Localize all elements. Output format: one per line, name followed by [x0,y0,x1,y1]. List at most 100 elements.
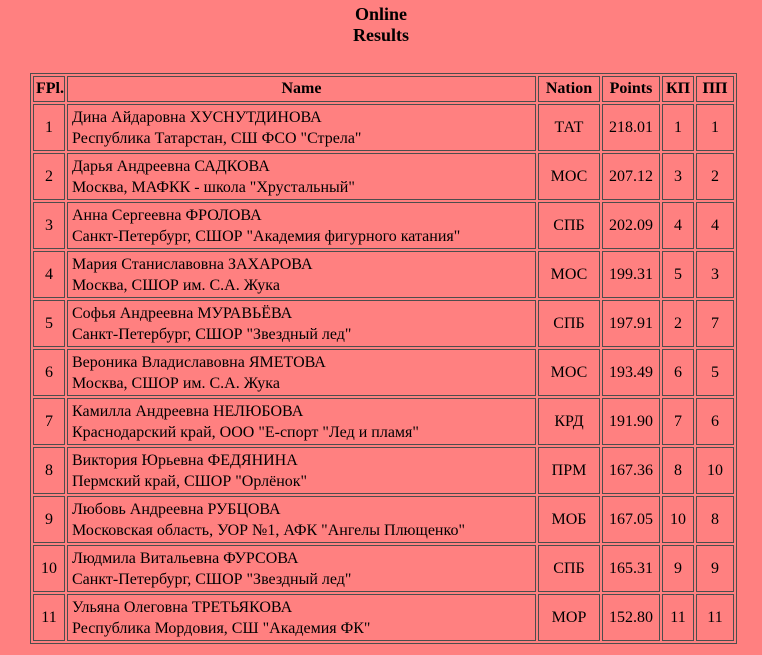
nation-cell: МОС [538,251,600,298]
points-cell: 167.36 [602,447,660,494]
skater-club: Краснодарский край, ООО "Е-спорт "Лед и … [72,423,419,441]
nation-cell: СПБ [538,202,600,249]
nation-cell: ТАТ [538,104,600,151]
col-header-kp: КП [662,76,694,102]
nation-cell: МОР [538,594,600,641]
skater-name: Виктория Юрьевна ФЕДЯНИНА [72,451,298,469]
table-row: 6 Вероника Владиславовна ЯМЕТОВА Москва,… [33,349,734,396]
pp-cell: 2 [696,153,734,200]
points-cell: 165.31 [602,545,660,592]
kp-cell: 1 [662,104,694,151]
col-header-pp: ПП [696,76,734,102]
pp-cell: 7 [696,300,734,347]
kp-cell: 11 [662,594,694,641]
rank-cell: 8 [33,447,65,494]
points-cell: 218.01 [602,104,660,151]
skater-club: Московская область, УОР №1, АФК "Ангелы … [72,521,465,539]
name-cell: Людмила Витальевна ФУРСОВА Санкт-Петербу… [67,545,536,592]
pp-cell: 4 [696,202,734,249]
pp-cell: 8 [696,496,734,543]
page-title: Online Results [0,0,762,46]
name-cell: Софья Андреевна МУРАВЬЁВА Санкт-Петербур… [67,300,536,347]
points-cell: 207.12 [602,153,660,200]
kp-cell: 5 [662,251,694,298]
kp-cell: 6 [662,349,694,396]
table-header-row: FPl. Name Nation Points КП ПП [33,76,734,102]
table-row: 2 Дарья Андреевна САДКОВА Москва, МАФКК … [33,153,734,200]
skater-club: Республика Татарстан, СШ ФСО "Стрела" [72,129,362,147]
skater-club: Москва, СШОР им. С.А. Жука [72,374,280,392]
name-cell: Дина Айдаровна ХУСНУТДИНОВА Республика Т… [67,104,536,151]
table-row: 4 Мария Станиславовна ЗАХАРОВА Москва, С… [33,251,734,298]
skater-name: Любовь Андреевна РУБЦОВА [72,500,281,518]
rank-cell: 1 [33,104,65,151]
skater-name: Ульяна Олеговна ТРЕТЬЯКОВА [72,598,293,616]
col-header-fpl: FPl. [33,76,65,102]
skater-name: Камилла Андреевна НЕЛЮБОВА [72,402,304,420]
kp-cell: 3 [662,153,694,200]
nation-cell: МОС [538,153,600,200]
skater-club: Санкт-Петербург, СШОР "Звездный лед" [72,325,352,343]
kp-cell: 7 [662,398,694,445]
points-cell: 199.31 [602,251,660,298]
kp-cell: 9 [662,545,694,592]
pp-cell: 1 [696,104,734,151]
nation-cell: ПРМ [538,447,600,494]
skater-name: Дарья Андреевна САДКОВА [72,157,270,175]
skater-name: Людмила Витальевна ФУРСОВА [72,549,299,567]
nation-cell: КРД [538,398,600,445]
nation-cell: СПБ [538,300,600,347]
table-row: 10 Людмила Витальевна ФУРСОВА Санкт-Пете… [33,545,734,592]
kp-cell: 2 [662,300,694,347]
rank-cell: 5 [33,300,65,347]
points-cell: 167.05 [602,496,660,543]
name-cell: Дарья Андреевна САДКОВА Москва, МАФКК - … [67,153,536,200]
table-row: 1 Дина Айдаровна ХУСНУТДИНОВА Республика… [33,104,734,151]
pp-cell: 10 [696,447,734,494]
points-cell: 193.49 [602,349,660,396]
pp-cell: 9 [696,545,734,592]
skater-club: Пермский край, СШОР "Орлёнок" [72,472,308,490]
name-cell: Камилла Андреевна НЕЛЮБОВА Краснодарский… [67,398,536,445]
name-cell: Виктория Юрьевна ФЕДЯНИНА Пермский край,… [67,447,536,494]
rank-cell: 6 [33,349,65,396]
table-row: 9 Любовь Андреевна РУБЦОВА Московская об… [33,496,734,543]
skater-name: Вероника Владиславовна ЯМЕТОВА [72,353,326,371]
name-cell: Анна Сергеевна ФРОЛОВА Санкт-Петербург, … [67,202,536,249]
points-cell: 191.90 [602,398,660,445]
kp-cell: 10 [662,496,694,543]
skater-name: Мария Станиславовна ЗАХАРОВА [72,255,313,273]
skater-club: Республика Мордовия, СШ "Академия ФК" [72,619,371,637]
nation-cell: МОС [538,349,600,396]
table-row: 3 Анна Сергеевна ФРОЛОВА Санкт-Петербург… [33,202,734,249]
rank-cell: 4 [33,251,65,298]
pp-cell: 3 [696,251,734,298]
table-row: 8 Виктория Юрьевна ФЕДЯНИНА Пермский кра… [33,447,734,494]
skater-club: Санкт-Петербург, СШОР "Звездный лед" [72,570,352,588]
name-cell: Ульяна Олеговна ТРЕТЬЯКОВА Республика Мо… [67,594,536,641]
points-cell: 202.09 [602,202,660,249]
skater-club: Санкт-Петербург, СШОР "Академия фигурног… [72,227,461,245]
rank-cell: 9 [33,496,65,543]
name-cell: Мария Станиславовна ЗАХАРОВА Москва, СШО… [67,251,536,298]
rank-cell: 10 [33,545,65,592]
page-title-line2: Results [352,25,409,45]
skater-club: Москва, МАФКК - школа "Хрустальный" [72,178,355,196]
page-title-line1: Online [354,4,407,24]
nation-cell: СПБ [538,545,600,592]
rank-cell: 7 [33,398,65,445]
name-cell: Любовь Андреевна РУБЦОВА Московская обла… [67,496,536,543]
pp-cell: 5 [696,349,734,396]
col-header-name: Name [67,76,536,102]
col-header-nation: Nation [538,76,600,102]
nation-cell: МОБ [538,496,600,543]
kp-cell: 8 [662,447,694,494]
points-cell: 197.91 [602,300,660,347]
name-cell: Вероника Владиславовна ЯМЕТОВА Москва, С… [67,349,536,396]
skater-club: Москва, СШОР им. С.А. Жука [72,276,280,294]
skater-name: Дина Айдаровна ХУСНУТДИНОВА [72,108,322,126]
pp-cell: 11 [696,594,734,641]
kp-cell: 4 [662,202,694,249]
skater-name: Софья Андреевна МУРАВЬЁВА [72,304,293,322]
rank-cell: 3 [33,202,65,249]
